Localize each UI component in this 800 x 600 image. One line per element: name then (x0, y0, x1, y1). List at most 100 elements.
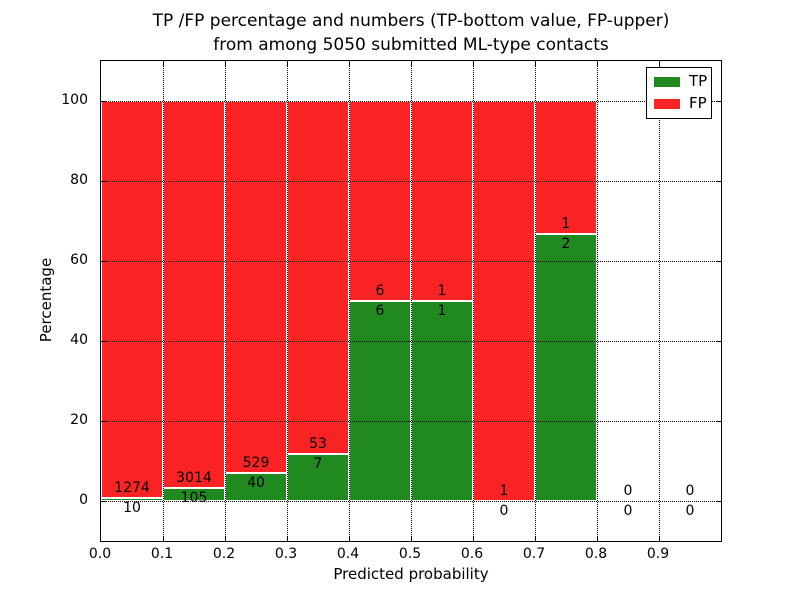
legend-swatch-tp-icon (654, 76, 680, 87)
y-tick-label: 80 (70, 172, 88, 188)
y-tick-label: 40 (70, 332, 88, 348)
x-tick-mark (472, 61, 474, 66)
bar-segment-fp (163, 101, 225, 488)
gridline-x (472, 61, 474, 541)
x-tick-mark (596, 536, 598, 541)
bar-label-fp: 1 (561, 216, 571, 233)
x-tick-mark (596, 61, 598, 66)
bar-label-tp: 0 (685, 503, 695, 519)
x-tick-label: 0.5 (398, 546, 422, 562)
bar-label-fp: 53 (309, 436, 327, 453)
y-tick-mark (101, 100, 106, 102)
bar-label-tp: 1 (437, 303, 447, 319)
x-tick-mark (658, 536, 660, 541)
gridline-y (101, 340, 721, 342)
gridline-x (348, 61, 350, 541)
bar-label-tp: 10 (123, 499, 141, 516)
bar-segment-fp (287, 101, 349, 455)
x-tick-label: 0.4 (336, 546, 360, 562)
legend-label-fp: FP (689, 94, 707, 112)
bar-segment-fp (101, 101, 163, 498)
chart-title: TP /FP percentage and numbers (TP-bottom… (100, 9, 722, 57)
y-tick-mark (716, 340, 721, 342)
x-tick-mark (410, 61, 412, 66)
y-tick-mark (101, 180, 106, 182)
x-tick-mark (224, 61, 226, 66)
y-tick-mark (716, 180, 721, 182)
gridline-y (101, 260, 721, 262)
bar-label-fp: 529 (242, 454, 270, 471)
x-tick-label: 0.9 (646, 546, 670, 562)
chart-title-line2: from among 5050 submitted ML-type contac… (213, 35, 609, 56)
bar-label-tp: 105 (180, 489, 208, 506)
x-tick-label: 0.3 (274, 546, 298, 562)
bar-label-fp: 1274 (114, 479, 150, 496)
bar-segment-fp (473, 101, 535, 501)
x-tick-label: 0.6 (460, 546, 484, 562)
bar-label-fp: 0 (685, 483, 695, 499)
bar-label-tp: 40 (247, 474, 265, 491)
y-tick-mark (101, 500, 106, 502)
x-tick-mark (224, 536, 226, 541)
y-axis-label: Percentage (37, 257, 55, 343)
bar-segment-tp (225, 472, 287, 501)
bar-label-fp: 6 (375, 283, 385, 299)
gridline-x (224, 61, 226, 541)
x-tick-mark (348, 61, 350, 66)
x-axis-label: Predicted probability (333, 565, 489, 583)
y-tick-mark (716, 260, 721, 262)
gridline-y (101, 420, 721, 422)
bar-label-fp: 1 (499, 483, 509, 499)
y-tick-label: 100 (61, 92, 88, 108)
bar-segment-fp (225, 101, 287, 473)
gridline-y (101, 180, 721, 182)
legend-item-tp: TP (654, 74, 707, 89)
x-tick-mark (162, 61, 164, 66)
x-tick-mark (348, 536, 350, 541)
gridline-x (534, 61, 536, 541)
x-tick-label: 0.2 (212, 546, 236, 562)
y-tick-mark (716, 100, 721, 102)
gridline-x (658, 61, 660, 541)
gridline-x (162, 61, 164, 541)
x-tick-mark (534, 61, 536, 66)
x-tick-mark (534, 536, 536, 541)
x-tick-mark (286, 61, 288, 66)
bar-segment-tp (535, 234, 597, 501)
y-tick-mark (716, 500, 721, 502)
bar-segment-fp (349, 101, 411, 301)
x-tick-mark (658, 61, 660, 66)
chart-title-line1: TP /FP percentage and numbers (TP-bottom… (152, 11, 670, 31)
legend-swatch-fp-icon (654, 98, 680, 109)
y-tick-mark (101, 340, 106, 342)
x-tick-label: 0.0 (88, 546, 112, 562)
bar-label-fp: 0 (623, 483, 633, 499)
bar-label-fp: 1 (437, 283, 447, 299)
x-tick-label: 0.1 (150, 546, 174, 562)
gridline-x (410, 61, 412, 541)
x-tick-label: 0.7 (522, 546, 546, 562)
y-tick-label: 60 (70, 252, 88, 268)
gridline-x (596, 61, 598, 541)
bar-label-tp: 0 (623, 503, 633, 519)
plot-area: TP FP 1274 10 3014 105 529 40 53 7 6 6 1 1 1 0 1 2 0 0 0 0 (100, 60, 722, 542)
x-tick-mark (286, 536, 288, 541)
y-tick-mark (101, 260, 106, 262)
legend-item-fp: FP (654, 94, 707, 112)
gridline-y (101, 100, 721, 102)
x-tick-label: 0.8 (584, 546, 608, 562)
gridline-x (286, 61, 288, 541)
y-tick-mark (716, 420, 721, 422)
bar-segment-fp (411, 101, 473, 301)
y-tick-label: 20 (70, 412, 88, 428)
bar-label-fp: 3014 (176, 469, 212, 486)
legend: TP FP (646, 67, 712, 119)
x-tick-mark (162, 536, 164, 541)
y-tick-label: 0 (79, 492, 88, 508)
x-tick-mark (472, 536, 474, 541)
y-tick-mark (101, 420, 106, 422)
bar-label-tp: 6 (375, 303, 385, 319)
x-tick-mark (410, 536, 412, 541)
bar-segment-tp (349, 301, 411, 501)
